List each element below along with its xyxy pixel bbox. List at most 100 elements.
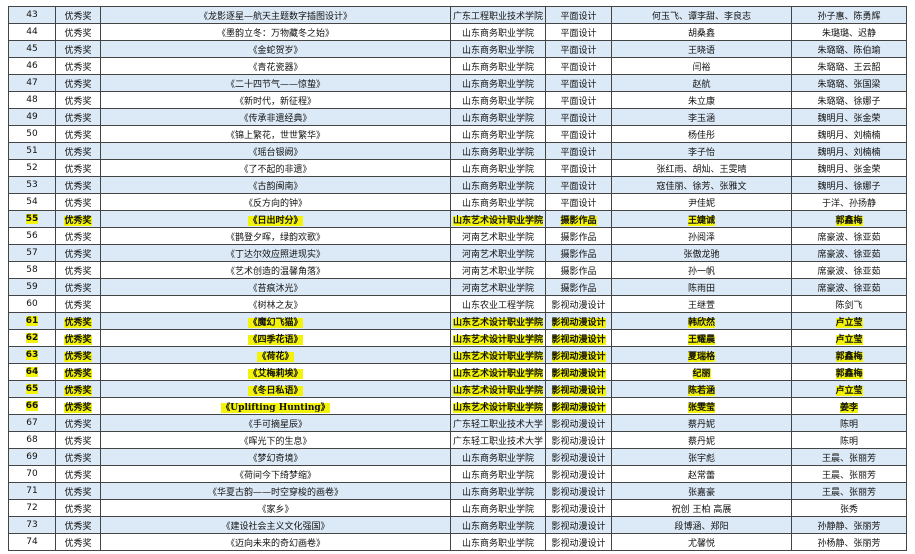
cell-text: 优秀奖 [64,402,92,413]
table-cell: 《锦上繁花，世世繁华》 [100,125,451,143]
cell-text: 47 [26,78,38,88]
cell-text: 优秀奖 [64,419,92,430]
table-cell: 《手可摘星辰》 [100,414,451,432]
table-cell: 山东商务职业学院 [449,465,547,483]
table-cell: 《晖光下的生息》 [100,431,451,449]
table-row: 44 优秀奖 《墨韵立冬：万物藏冬之始》 山东商务职业学院 平面设计 胡桑鑫 朱璐璐、迟静 [8,23,908,41]
table-cell: 夏瑞格 [611,346,793,364]
table-cell: 《魔幻飞猫》 [100,312,451,330]
table-cell: 65 [8,380,56,398]
cell-text: 山东艺术设计职业学院 [453,317,544,328]
cell-text: 《迈向未来的奇幻画卷》 [225,538,325,549]
cell-text: 70 [26,469,38,479]
cell-text: 摄影作品 [560,283,597,294]
table-cell: 《华夏古韵——时空穿梭的画卷》 [100,482,451,500]
table-cell: 影视动漫设计 [545,482,613,500]
cell-text: 《金蛇贺岁》 [248,45,303,56]
cell-text: 王婕诚 [688,215,716,226]
table-cell: 纪丽 [611,363,793,381]
table-cell: 《龙影逐星—航天主题数字插图设计》 [100,6,451,24]
cell-text: 59 [26,282,38,292]
table-cell: 66 [8,397,56,415]
cell-text: 朱璐璐、迟静 [822,28,877,39]
table-cell: 《墨韵立冬：万物藏冬之始》 [100,23,451,41]
table-row: 51 优秀奖 《瑶台银阙》 山东商务职业学院 平面设计 李子怡 魏明月、刘楠楠 [8,142,908,160]
cell-text: 平面设计 [560,113,597,124]
cell-text: 57 [26,248,38,258]
table-cell: 优秀奖 [55,125,101,143]
cell-text: 朱璐璐、王云韶 [817,62,881,73]
cell-text: 优秀奖 [64,96,92,107]
table-cell: 《新时代，新征程》 [100,91,451,109]
cell-text: 李玉涵 [688,113,716,124]
table-cell: 优秀奖 [55,227,101,245]
cell-text: 段博涵、郑阳 [674,521,729,532]
table-cell: 魏明月、刘楠楠 [791,125,908,143]
table-row: 60 优秀奖 《树林之友》 山东农业工程学院 影视动漫设计 王继萱 陈剑飞 [8,295,908,313]
cell-text: 平面设计 [560,130,597,141]
table-cell: 《建设社会主义文化强国》 [100,516,451,534]
table-cell: 影视动漫设计 [545,448,613,466]
table-cell: 山东农业工程学院 [449,295,547,313]
cell-text: 山东商务职业学院 [462,113,535,124]
table-cell: 卢立莹 [791,380,908,398]
table-cell: 杨佳彤 [611,125,793,143]
table-cell: 山东商务职业学院 [449,74,547,92]
table-cell: 朱立康 [611,91,793,109]
cell-text: 优秀奖 [64,198,92,209]
table-cell: 优秀奖 [55,295,101,313]
table-cell: 摄影作品 [545,227,613,245]
cell-text: 山东艺术设计职业学院 [453,215,544,226]
table-cell: 张傲龙驰 [611,244,793,262]
cell-text: 张宇彪 [688,453,716,464]
table-cell: 孙子惠、陈勇辉 [791,6,908,24]
cell-text: 60 [26,299,38,309]
cell-text: 山东艺术设计职业学院 [453,368,544,379]
table-row: 64 优秀奖 《艾梅莉埃》 山东艺术设计职业学院 影视动漫设计 纪丽 郭鑫梅 [8,363,908,381]
cell-text: 43 [26,10,38,20]
cell-text: 山东商务职业学院 [462,453,535,464]
table-cell: 优秀奖 [55,142,101,160]
table-cell: 山东商务职业学院 [449,176,547,194]
table-cell: 平面设计 [545,108,613,126]
cell-text: 魏明月、张金荣 [817,113,881,124]
table-cell: 优秀奖 [55,74,101,92]
cell-text: 郭鑫梅 [835,368,863,379]
table-cell: 平面设计 [545,193,613,211]
cell-text: 山东农业工程学院 [462,300,535,311]
table-row: 53 优秀奖 《古韵闽南》 山东商务职业学院 平面设计 寇佳丽、徐芳、张雅文 魏明月、徐娜子 [8,176,908,194]
table-cell: 优秀奖 [55,244,101,262]
cell-text: 《日出时分》 [248,215,303,226]
cell-text: 影视动漫设计 [551,487,606,498]
cell-text: 山东商务职业学院 [462,198,535,209]
table-cell: 优秀奖 [55,261,101,279]
cell-text: 《青花瓷器》 [248,62,303,73]
cell-text: 朱立康 [688,96,716,107]
table-cell: 朱璐璐、张国梁 [791,74,908,92]
table-cell: 影视动漫设计 [545,295,613,313]
cell-text: 山东商务职业学院 [462,147,535,158]
table-cell: 54 [8,193,56,211]
cell-text: 陈雨田 [688,283,716,294]
cell-text: 寇佳丽、徐芳、张雅文 [656,181,747,192]
table-row: 62 优秀奖 《四季花语》 山东艺术设计职业学院 影视动漫设计 王耀晨 卢立莹 [8,329,908,347]
cell-text: 卢立莹 [835,317,863,328]
table-cell: 朱璐璐、徐娜子 [791,91,908,109]
table-cell: 魏明月、刘楠楠 [791,142,908,160]
cell-text: 61 [25,316,39,326]
cell-text: 山东商务职业学院 [462,96,535,107]
cell-text: 孙阅泽 [688,232,716,243]
table-row: 49 优秀奖 《传承非遗经典》 山东商务职业学院 平面设计 李玉涵 魏明月、张金荣 [8,108,908,126]
cell-text: 影视动漫设计 [551,317,606,328]
table-cell: 优秀奖 [55,278,101,296]
table-cell: 孙阅泽 [611,227,793,245]
table-row: 57 优秀奖 《丁达尔效应照进现实》 河南艺术职业学院 摄影作品 张傲龙驰 席豪波、徐亚茹 [8,244,908,262]
cell-text: 44 [26,27,38,37]
table-cell: 《Uplifting Hunting》 [100,397,451,415]
cell-text: 杨佳彤 [688,130,716,141]
cell-text: 《魔幻飞猫》 [248,317,303,328]
table-cell: 平面设计 [545,159,613,177]
cell-text: 席豪波、徐亚茹 [817,232,881,243]
cell-text: 影视动漫设计 [551,436,606,447]
table-cell: 山东艺术设计职业学院 [449,363,547,381]
